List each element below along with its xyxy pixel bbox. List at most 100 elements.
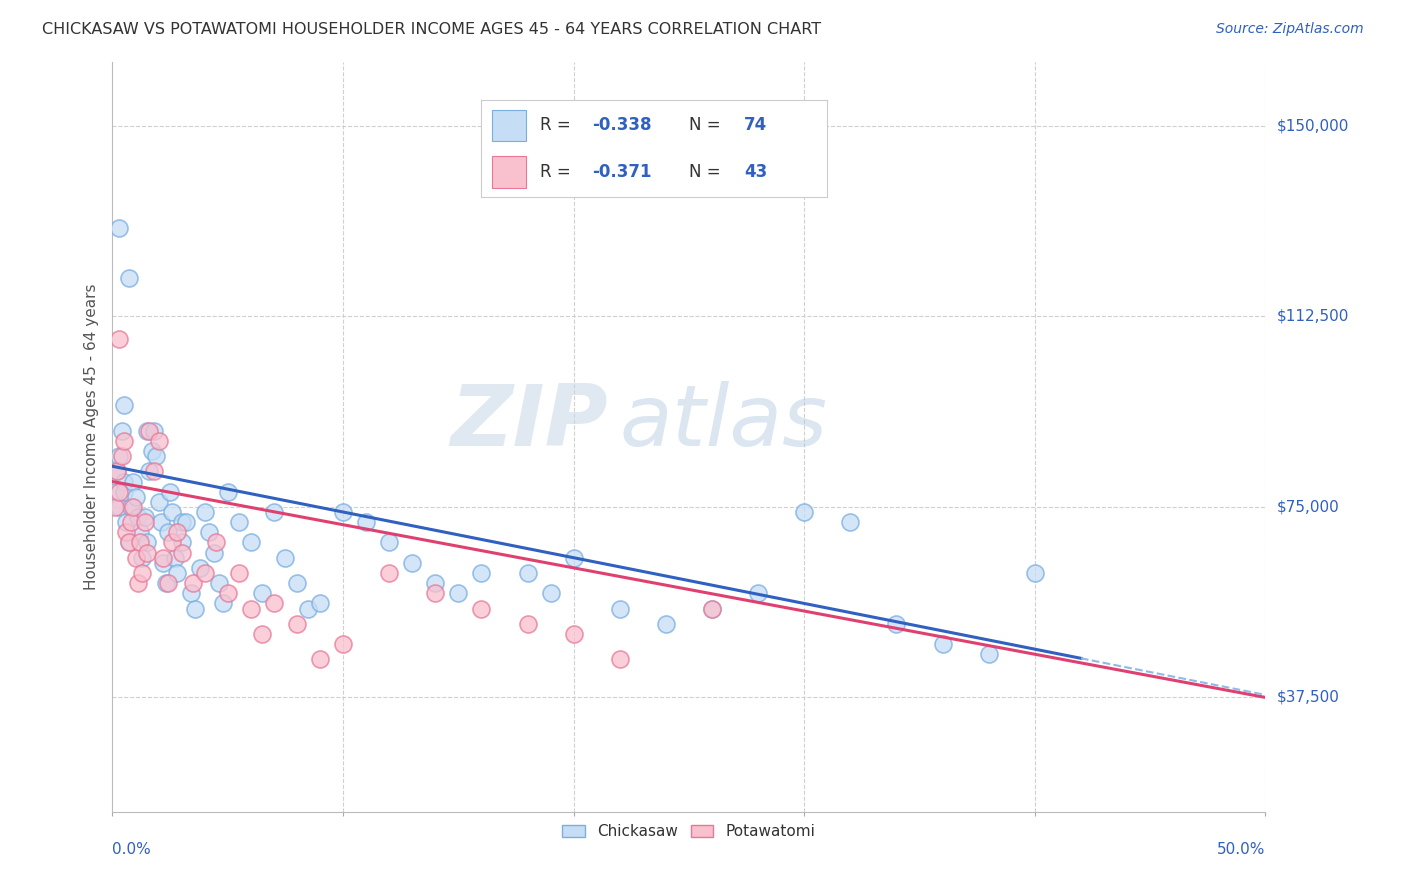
Point — [112, 475, 135, 489]
Point — [425, 576, 447, 591]
Point — [117, 271, 139, 285]
Text: $75,000: $75,000 — [1277, 500, 1340, 515]
Point — [115, 515, 138, 529]
Point — [470, 601, 492, 615]
Point — [129, 535, 152, 549]
Point — [136, 535, 159, 549]
Point — [194, 505, 217, 519]
Point — [148, 434, 170, 448]
Point — [152, 556, 174, 570]
Point — [124, 550, 146, 565]
Point — [793, 505, 815, 519]
Point — [112, 484, 135, 499]
Point — [122, 475, 145, 489]
Point — [655, 616, 678, 631]
Point — [124, 490, 146, 504]
Point — [425, 586, 447, 600]
Point — [162, 505, 184, 519]
Point — [136, 424, 159, 438]
Text: atlas: atlas — [620, 381, 828, 464]
Point — [170, 515, 193, 529]
Point — [166, 525, 188, 540]
Point — [136, 546, 159, 560]
Point — [108, 449, 131, 463]
Point — [105, 464, 128, 478]
Point — [252, 627, 274, 641]
Point — [207, 576, 229, 591]
Point — [156, 576, 179, 591]
Point — [285, 576, 308, 591]
Point — [108, 220, 131, 235]
Point — [149, 515, 172, 529]
Point — [212, 597, 235, 611]
Text: $112,500: $112,500 — [1277, 309, 1348, 324]
Point — [159, 484, 181, 499]
Point — [155, 576, 177, 591]
Point — [108, 332, 131, 346]
Point — [747, 586, 769, 600]
Point — [297, 601, 319, 615]
Point — [138, 464, 160, 478]
Point — [378, 566, 401, 580]
Point — [111, 449, 134, 463]
Point — [170, 546, 193, 560]
Point — [112, 398, 135, 412]
Point — [111, 424, 134, 438]
Point — [143, 464, 166, 478]
Point — [120, 515, 142, 529]
Point — [143, 424, 166, 438]
Point — [332, 637, 354, 651]
Point — [127, 510, 149, 524]
Point — [120, 500, 142, 514]
Point — [239, 601, 262, 615]
Point — [104, 500, 127, 514]
Point — [516, 616, 538, 631]
Text: $37,500: $37,500 — [1277, 690, 1340, 705]
Point — [131, 566, 153, 580]
Point — [239, 535, 262, 549]
Point — [274, 550, 297, 565]
Text: CHICKASAW VS POTAWATOMI HOUSEHOLDER INCOME AGES 45 - 64 YEARS CORRELATION CHART: CHICKASAW VS POTAWATOMI HOUSEHOLDER INCO… — [42, 22, 821, 37]
Point — [309, 597, 332, 611]
Text: Source: ZipAtlas.com: Source: ZipAtlas.com — [1216, 22, 1364, 37]
Point — [309, 652, 332, 666]
Point — [115, 525, 138, 540]
Point — [194, 566, 217, 580]
Point — [112, 434, 135, 448]
Point — [609, 601, 631, 615]
Point — [205, 535, 228, 549]
Point — [134, 515, 156, 529]
Point — [105, 464, 128, 478]
Point — [129, 525, 152, 540]
Point — [138, 424, 160, 438]
Text: $150,000: $150,000 — [1277, 119, 1348, 134]
Point — [886, 616, 908, 631]
Point — [104, 484, 127, 499]
Point — [184, 601, 207, 615]
Point — [180, 586, 202, 600]
Point — [516, 566, 538, 580]
Point — [131, 550, 153, 565]
Point — [156, 525, 179, 540]
Text: 50.0%: 50.0% — [1218, 842, 1265, 857]
Point — [163, 550, 186, 565]
Point — [700, 601, 723, 615]
Point — [117, 535, 139, 549]
Point — [188, 561, 211, 575]
Point — [332, 505, 354, 519]
Text: ZIP: ZIP — [450, 381, 609, 464]
Point — [162, 535, 184, 549]
Point — [198, 525, 221, 540]
Point — [540, 586, 562, 600]
Point — [174, 515, 197, 529]
Point — [263, 505, 285, 519]
Point — [170, 535, 193, 549]
Point — [700, 601, 723, 615]
Point — [117, 535, 139, 549]
Point — [378, 535, 401, 549]
Point — [562, 627, 585, 641]
Point — [354, 515, 377, 529]
Point — [181, 576, 204, 591]
Point — [401, 556, 423, 570]
Point — [166, 566, 188, 580]
